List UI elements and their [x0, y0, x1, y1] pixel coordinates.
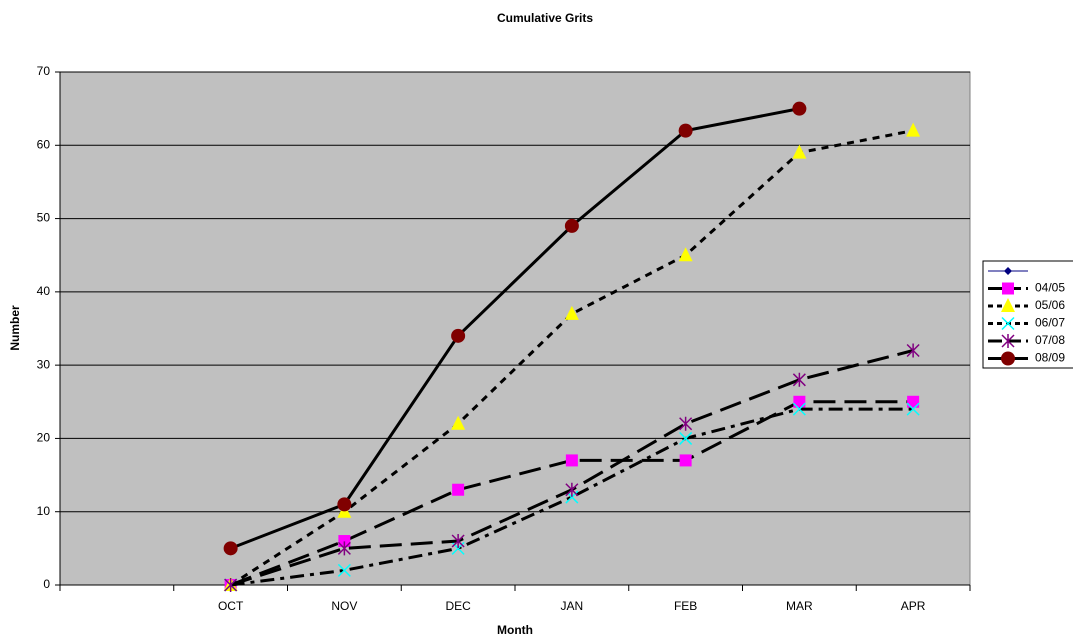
- marker: [792, 144, 807, 159]
- x-tick-label: MAR: [786, 599, 813, 613]
- y-tick-label: 30: [37, 357, 51, 371]
- marker: [793, 395, 806, 408]
- marker: [224, 578, 238, 592]
- marker: [338, 535, 351, 548]
- x-tick-label: NOV: [331, 599, 357, 613]
- legend-label: 08/09: [1035, 351, 1065, 365]
- x-axis-label: Month: [497, 623, 533, 637]
- legend-marker: [1001, 298, 1015, 312]
- marker: [678, 247, 693, 262]
- y-tick-label: 20: [37, 431, 51, 445]
- y-axis-label: Number: [8, 305, 22, 351]
- marker: [792, 101, 807, 116]
- y-tick-label: 0: [43, 577, 50, 591]
- series-line: [230, 107, 800, 550]
- marker: [564, 218, 579, 233]
- x-tick-label: JAN: [561, 599, 584, 613]
- legend-marker: [1002, 282, 1014, 295]
- marker: [906, 402, 920, 416]
- y-tick-label: 60: [37, 137, 51, 151]
- legend-label: 07/08: [1035, 333, 1065, 347]
- marker: [679, 454, 692, 467]
- marker: [907, 395, 920, 408]
- marker: [678, 123, 693, 138]
- legend-marker: [1001, 351, 1015, 366]
- x-tick-label: OCT: [218, 599, 244, 613]
- y-tick-label: 10: [37, 504, 51, 518]
- x-tick-label: APR: [901, 599, 926, 613]
- marker: [223, 541, 238, 556]
- plot-area: [59, 71, 971, 586]
- marker: [679, 416, 693, 431]
- y-tick-label: 40: [37, 284, 51, 298]
- marker: [792, 372, 806, 387]
- legend-box: [982, 260, 1073, 369]
- marker: [451, 328, 466, 343]
- y-tick-label: 70: [37, 64, 51, 78]
- legend-label: 06/07: [1035, 316, 1065, 330]
- legend-marker: [1001, 316, 1015, 331]
- legend-marker: [1001, 334, 1015, 348]
- marker: [564, 305, 579, 320]
- marker: [337, 497, 352, 512]
- marker: [792, 402, 806, 416]
- marker: [452, 483, 465, 496]
- legend: 04/05 05/06 06/07 07/08 08/09: [982, 260, 1073, 369]
- y-tick-label: 50: [37, 211, 51, 225]
- chart-title: Cumulative Grits: [497, 11, 593, 25]
- marker: [337, 563, 351, 577]
- marker: [906, 343, 920, 358]
- x-tick-label: DEC: [445, 599, 471, 613]
- marker: [337, 541, 351, 556]
- marker: [451, 415, 466, 430]
- marker: [679, 431, 693, 445]
- marker: [565, 482, 579, 497]
- legend-label: 04/05: [1035, 281, 1065, 295]
- legend-marker: [1004, 267, 1012, 275]
- legend-label: 05/06: [1035, 298, 1065, 312]
- marker: [451, 534, 465, 549]
- marker: [565, 454, 578, 467]
- x-tick-label: FEB: [674, 599, 697, 613]
- marker: [906, 122, 921, 137]
